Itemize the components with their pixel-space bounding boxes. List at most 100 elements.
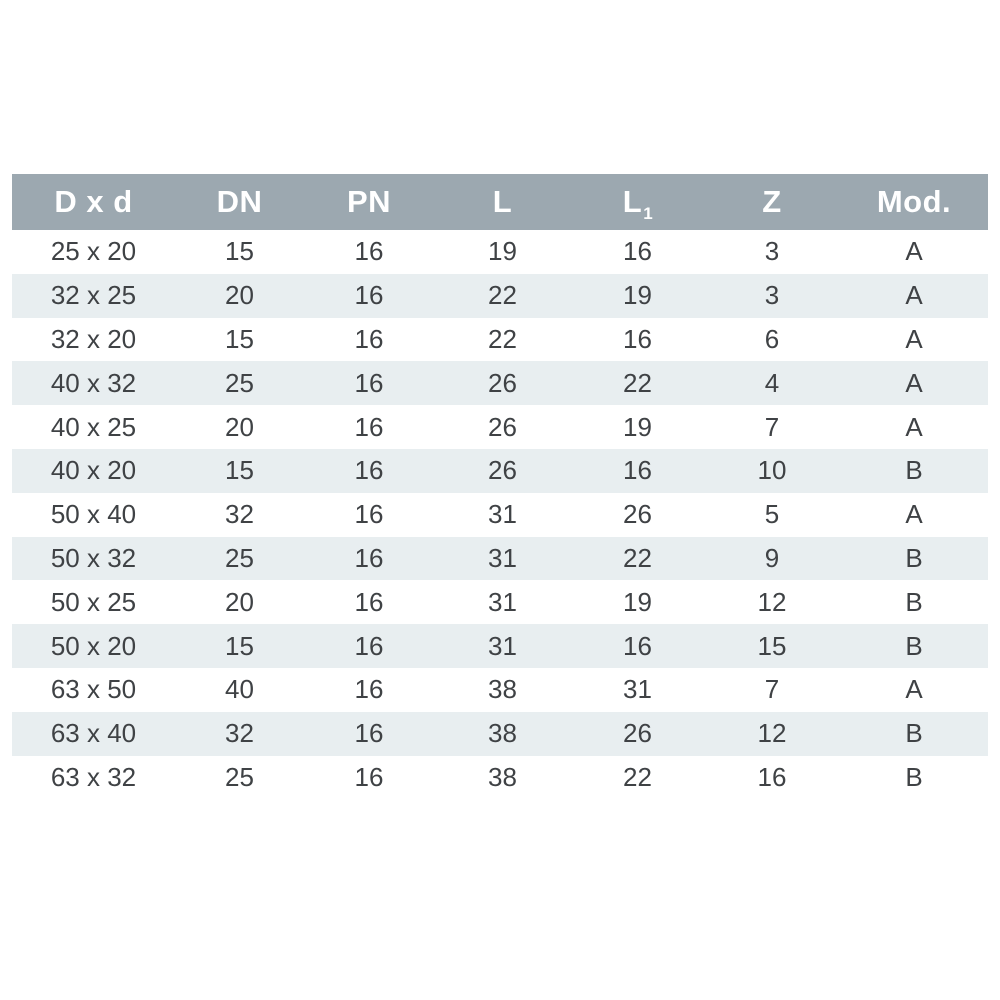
cell-dn: 15 [225, 630, 254, 661]
cell-dxd: 32 x 20 [50, 323, 137, 354]
cell-mod: A [905, 323, 923, 354]
column-header-z-label: Z [762, 184, 782, 219]
cell-dxd: 25 x 20 [50, 236, 137, 267]
table-row: 40 x 32 25 16 26 22 4 A [12, 361, 988, 406]
cell-mod: B [905, 586, 923, 617]
cell-dxd: 50 x 32 [50, 542, 137, 573]
cell-z: 12 [757, 586, 787, 617]
cell-pn: 16 [354, 718, 384, 749]
cell-z: 7 [764, 411, 780, 442]
cell-l1: 16 [623, 323, 652, 354]
cell-pn: 16 [354, 455, 384, 486]
cell-z: 12 [757, 718, 787, 749]
cell-pn: 16 [354, 499, 384, 530]
cell-dn: 25 [225, 542, 254, 573]
column-header-pn: PN [304, 174, 434, 230]
cell-l: 31 [488, 542, 517, 573]
cell-l: 26 [488, 367, 517, 398]
cell-l: 22 [488, 280, 517, 311]
cell-z: 3 [764, 280, 780, 311]
cell-mod: A [905, 280, 923, 311]
cell-l: 26 [488, 455, 517, 486]
column-header-dn: DN [175, 174, 304, 230]
cell-z: 5 [764, 499, 780, 530]
column-header-mod-label: Mod. [876, 184, 952, 219]
cell-l: 31 [488, 499, 517, 530]
cell-mod: B [905, 455, 923, 486]
cell-dxd: 50 x 25 [50, 586, 137, 617]
cell-dn: 25 [225, 761, 254, 792]
column-header-l: L [434, 174, 571, 230]
table-row: 50 x 40 32 16 31 26 5 A [12, 492, 988, 537]
table-row: 63 x 50 40 16 38 31 7 A [12, 667, 988, 712]
cell-mod: A [905, 674, 923, 705]
cell-dxd: 40 x 25 [50, 411, 137, 442]
column-header-l-label: L [492, 184, 513, 219]
cell-pn: 16 [354, 674, 384, 705]
cell-pn: 16 [354, 586, 384, 617]
cell-pn: 16 [354, 761, 384, 792]
cell-dn: 20 [225, 586, 254, 617]
fitting-dimensions-table: D x d DN PN L L1 Z Mod. 25 x 20 15 16 19… [12, 174, 988, 800]
cell-dn: 20 [225, 411, 254, 442]
cell-l1: 26 [623, 499, 652, 530]
cell-mod: A [905, 367, 923, 398]
header-row: D x d DN PN L L1 Z Mod. [12, 174, 988, 230]
cell-l: 38 [488, 761, 517, 792]
column-header-z: Z [704, 174, 840, 230]
cell-pn: 16 [354, 280, 384, 311]
cell-dn: 15 [225, 323, 254, 354]
column-header-dxd-label: D x d [54, 184, 133, 219]
cell-mod: B [905, 630, 923, 661]
cell-pn: 16 [354, 542, 384, 573]
cell-dxd: 50 x 40 [50, 499, 137, 530]
table-row: 25 x 20 15 16 19 16 3 A [12, 230, 988, 274]
cell-z: 7 [764, 674, 780, 705]
column-header-mod: Mod. [840, 174, 988, 230]
cell-dn: 20 [225, 280, 254, 311]
cell-l1: 16 [623, 455, 652, 486]
cell-l1: 26 [623, 718, 652, 749]
cell-dn: 25 [225, 367, 254, 398]
cell-pn: 16 [354, 411, 384, 442]
table-row: 32 x 20 15 16 22 16 6 A [12, 317, 988, 362]
table-row: 50 x 25 20 16 31 19 12 B [12, 580, 988, 625]
cell-l: 26 [488, 411, 517, 442]
table-row: 32 x 25 20 16 22 19 3 A [12, 273, 988, 318]
cell-l1: 16 [623, 630, 652, 661]
table-row: 40 x 20 15 16 26 16 10 B [12, 448, 988, 493]
cell-l1: 19 [623, 280, 652, 311]
cell-mod: B [905, 542, 923, 573]
cell-l: 19 [488, 236, 517, 267]
table-row: 50 x 20 15 16 31 16 15 B [12, 624, 988, 668]
cell-mod: A [905, 411, 923, 442]
table-row: 63 x 32 25 16 38 22 16 B [12, 755, 988, 800]
cell-pn: 16 [354, 323, 384, 354]
column-header-l1: L1 [571, 174, 704, 230]
cell-pn: 16 [354, 367, 384, 398]
cell-z: 3 [764, 236, 780, 267]
cell-z: 6 [764, 323, 780, 354]
cell-dxd: 63 x 32 [50, 761, 137, 792]
cell-l: 38 [488, 718, 517, 749]
cell-l: 31 [488, 586, 517, 617]
cell-pn: 16 [354, 630, 384, 661]
cell-l: 31 [488, 630, 517, 661]
table-row: 40 x 25 20 16 26 19 7 A [12, 405, 988, 449]
cell-mod: B [905, 761, 923, 792]
column-header-pn-label: PN [346, 184, 392, 219]
cell-dn: 15 [225, 455, 254, 486]
cell-l1: 22 [623, 761, 652, 792]
cell-l1: 16 [623, 236, 652, 267]
cell-z: 4 [764, 367, 780, 398]
cell-dn: 32 [225, 499, 254, 530]
cell-z: 15 [757, 630, 787, 661]
cell-mod: A [905, 236, 923, 267]
cell-l1: 19 [623, 411, 652, 442]
cell-l1: 19 [623, 586, 652, 617]
cell-l1: 31 [623, 674, 652, 705]
cell-dxd: 50 x 20 [50, 630, 137, 661]
cell-dxd: 40 x 32 [50, 367, 137, 398]
column-header-dn-label: DN [216, 184, 263, 219]
